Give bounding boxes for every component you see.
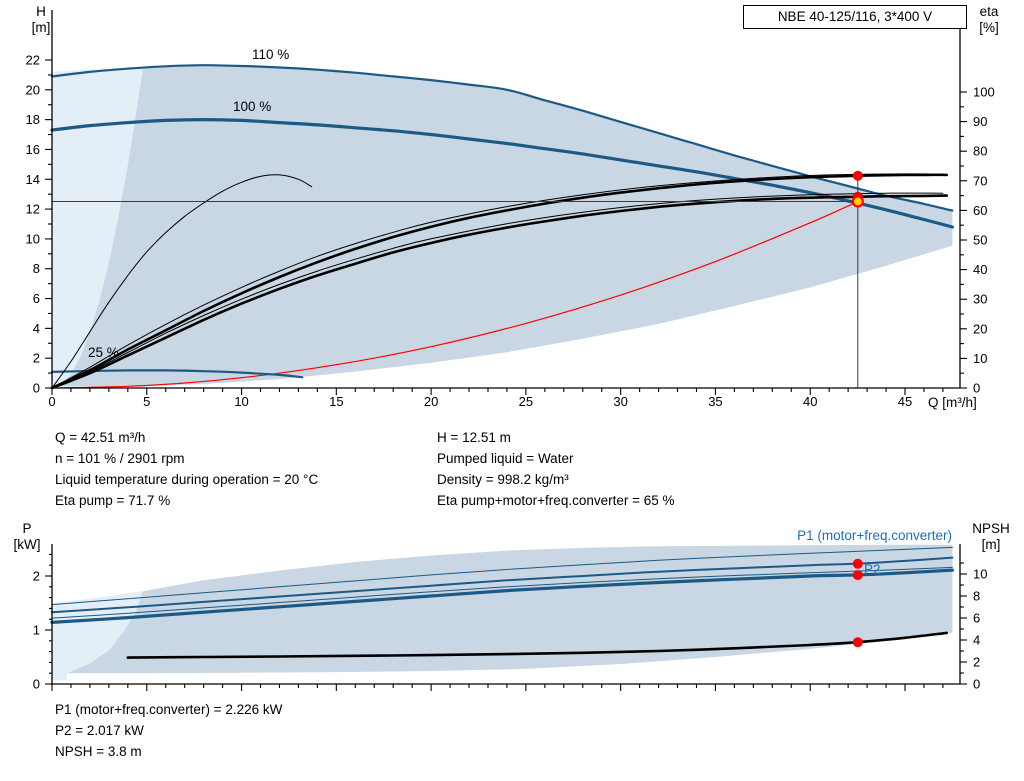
eta-total-thin — [51, 192, 944, 389]
tick-label: 0 — [973, 381, 980, 396]
duty-info-eta-total: Eta pump+motor+freq.converter = 65 % — [437, 493, 675, 508]
tick-label: 30 — [973, 292, 987, 307]
speed-range-light — [52, 67, 143, 388]
duty-point-marker — [852, 558, 863, 569]
h-axis-title: H [m] — [20, 4, 62, 36]
duty-info-eta-pump: Eta pump = 71.7 % — [55, 493, 171, 508]
tick-label: 20 — [26, 82, 40, 97]
tick-label: 80 — [973, 144, 987, 159]
power-info-p1: P1 (motor+freq.converter) = 2.226 kW — [55, 702, 283, 717]
pump-model-title: NBE 40-125/116, 3*400 V — [743, 5, 967, 29]
duty-point-marker — [851, 195, 864, 208]
speed-label-25: 25 % — [88, 345, 119, 360]
eta-total — [50, 194, 948, 390]
p-axis-title-line1: P — [22, 521, 32, 536]
tick-label: 16 — [26, 142, 40, 157]
eta-pump-thin — [51, 173, 944, 389]
power-info-npsh: NPSH = 3.8 m — [55, 744, 142, 759]
tick-label: 1 — [33, 623, 40, 638]
tick-label: 60 — [973, 203, 987, 218]
npsh-axis-title-line2: [m] — [981, 537, 1001, 552]
eta-pump — [50, 173, 948, 390]
speed-label-110: 110 % — [252, 47, 290, 62]
tick-label: 35 — [708, 394, 722, 409]
tick-label: 14 — [26, 172, 40, 187]
p-axis-title-line2: [kW] — [13, 537, 41, 552]
tick-label: 30 — [613, 394, 627, 409]
duty-info-temp: Liquid temperature during operation = 20… — [55, 472, 319, 487]
tick-label: 2 — [973, 655, 980, 670]
p1-curve-label: P1 (motor+freq.converter) — [797, 528, 952, 543]
eta-25-thin — [51, 174, 313, 389]
curve-100 — [50, 118, 954, 229]
tick-label: 90 — [973, 114, 987, 129]
tick-label: 8 — [973, 589, 980, 604]
h-axis-title-line2: [m] — [31, 20, 51, 35]
tick-label: 4 — [33, 321, 40, 336]
tick-label: 70 — [973, 173, 987, 188]
tick-label: 10 — [234, 394, 248, 409]
tick-label: 12 — [26, 202, 40, 217]
q-axis-title: Q [m³/h] — [928, 395, 977, 410]
power-info-block: P1 (motor+freq.converter) = 2.226 kW P2 … — [55, 699, 282, 762]
eta-axis-title-line1: eta — [979, 4, 999, 19]
duty-info-q: Q = 42.51 m³/h — [55, 430, 146, 445]
tick-label: 5 — [143, 394, 150, 409]
p-upper-thin — [51, 546, 953, 606]
tick-label: 20 — [973, 321, 987, 336]
p-axis-title: P [kW] — [4, 521, 50, 553]
p2-curve — [50, 568, 954, 624]
tick-label: 6 — [33, 291, 40, 306]
tick-label: 2 — [33, 569, 40, 584]
duty-info-liquid: Pumped liquid = Water — [437, 451, 574, 466]
duty-info-n: n = 101 % / 2901 rpm — [55, 451, 185, 466]
tick-label: 4 — [973, 633, 980, 648]
tick-label: 10 — [973, 567, 987, 582]
eta-axis-title-line2: [%] — [979, 20, 999, 35]
tick-label: 8 — [33, 261, 40, 276]
tick-label: 0 — [33, 381, 40, 396]
tick-label: 2 — [33, 351, 40, 366]
tick-label: 50 — [973, 233, 987, 248]
p-lower-thin — [51, 566, 953, 619]
tick-label: 0 — [973, 677, 980, 692]
p1-curve — [51, 556, 954, 614]
speed-label-100: 100 % — [233, 99, 272, 114]
npsh-axis-title-line1: NPSH — [972, 521, 1010, 536]
power-envelope — [67, 544, 953, 674]
tick-label: 15 — [329, 394, 343, 409]
duty-point-marker — [852, 637, 863, 648]
power-info-p2: P2 = 2.017 kW — [55, 723, 144, 738]
tick-label: 45 — [898, 394, 912, 409]
tick-label: 0 — [33, 677, 40, 692]
duty-point-crosshair — [52, 175, 859, 388]
duty-info-h: H = 12.51 m — [437, 430, 511, 445]
operating-envelope — [59, 65, 953, 387]
duty-info-density: Density = 998.2 kg/m³ — [437, 472, 569, 487]
tick-label: 40 — [803, 394, 817, 409]
tick-label: 10 — [26, 231, 40, 246]
duty-info-left: Q = 42.51 m³/h n = 101 % / 2901 rpm Liqu… — [55, 427, 318, 511]
h-axis-title-line1: H — [36, 4, 46, 19]
tick-label: 0 — [48, 394, 55, 409]
tick-label: 40 — [973, 262, 987, 277]
tick-label: 10 — [973, 351, 987, 366]
duty-point-marker — [852, 170, 863, 181]
p2-curve-label: P2 — [864, 562, 881, 577]
duty-point-marker — [852, 570, 863, 581]
duty-info-right: H = 12.51 m Pumped liquid = Water Densit… — [437, 427, 675, 511]
tick-label: 25 — [519, 394, 533, 409]
tick-label: 22 — [26, 53, 40, 68]
npsh-axis-title: NPSH [m] — [962, 521, 1020, 553]
system-curve — [51, 200, 859, 389]
tick-label: 6 — [973, 611, 980, 626]
tick-label: 100 — [973, 85, 995, 100]
tick-label: 20 — [424, 394, 438, 409]
eta-axis-title: eta [%] — [966, 4, 1012, 36]
tick-label: 18 — [26, 112, 40, 127]
